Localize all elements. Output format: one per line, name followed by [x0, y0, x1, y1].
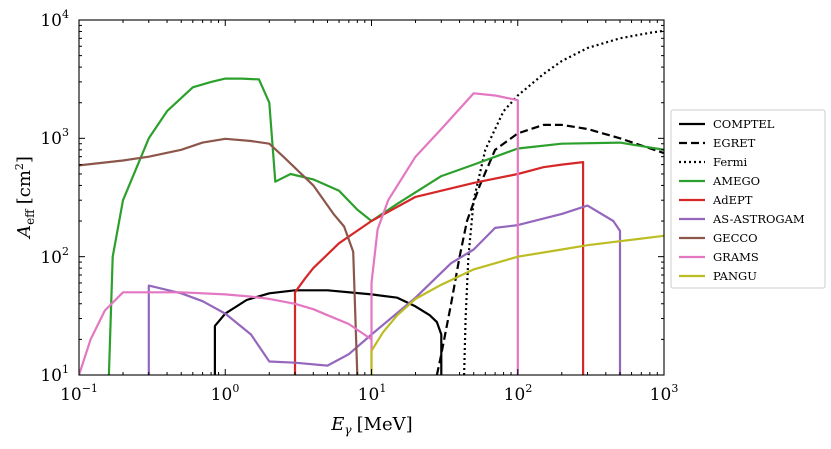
series-layer: [79, 29, 664, 375]
series-line-gecco: [79, 137, 359, 375]
y-tick-label: 101: [40, 363, 69, 386]
series-line-grams: [79, 92, 519, 375]
x-tick-label: 102: [504, 382, 533, 405]
series-line-fermi: [463, 29, 664, 375]
legend-label-amego: AMEGO: [712, 174, 760, 188]
series-line-pangu: [370, 234, 664, 375]
y-tick-label: 104: [40, 8, 69, 31]
legend-frame: [670, 109, 826, 289]
legend-label-adept: AdEPT: [712, 193, 753, 207]
x-tick-label: 101: [358, 382, 387, 405]
legend-label-fermi: Fermi: [713, 155, 748, 169]
legend-label-gecco: GECCO: [713, 231, 758, 245]
tick-layer: [78, 19, 665, 376]
x-axis-title: Eγ [MeV]: [330, 414, 412, 437]
series-line-amego: [107, 77, 664, 375]
legend: COMPTEL EGRET Fermi AMEGO AdEPT AS-ASTRO…: [670, 109, 826, 289]
legend-label-egret: EGRET: [713, 136, 756, 150]
legend-label-as-astrogam: AS-ASTROGAM: [712, 212, 805, 226]
y-axis-title: Aeff[cm2]: [13, 156, 37, 240]
legend-label-comptel: COMPTEL: [713, 117, 775, 131]
series-line-egret: [435, 123, 664, 375]
series-line-as-astrogam: [147, 204, 622, 375]
y-tick-labels: 101 102 103 104: [40, 8, 69, 386]
x-tick-labels: 10−1 100 101 102 103: [60, 382, 678, 405]
legend-label-grams: GRAMS: [713, 250, 759, 264]
x-tick-label: 10−1: [60, 382, 98, 405]
y-tick-label: 102: [40, 245, 69, 268]
series-line-comptel: [213, 289, 443, 375]
series-line-adept: [293, 161, 585, 375]
x-tick-label: 100: [211, 382, 240, 405]
legend-label-pangu: PANGU: [713, 269, 757, 283]
y-tick-label: 103: [40, 126, 69, 149]
x-tick-label: 103: [650, 382, 679, 405]
